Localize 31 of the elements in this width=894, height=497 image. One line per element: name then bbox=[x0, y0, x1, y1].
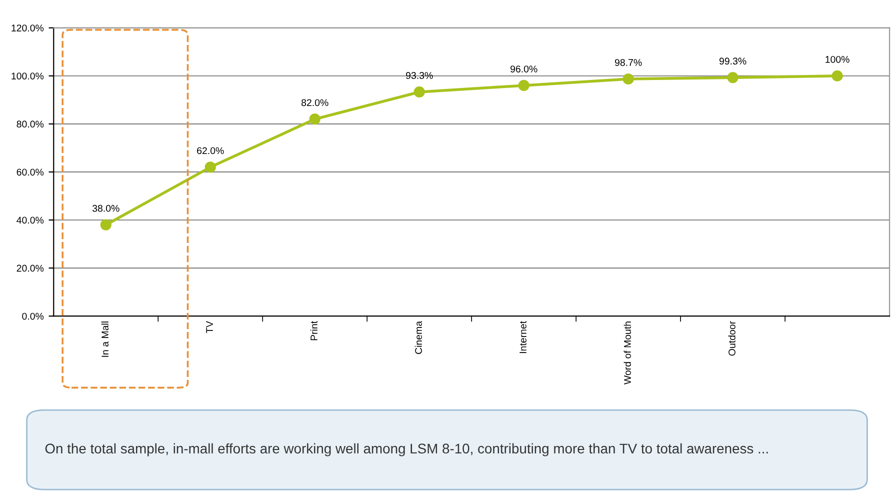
point bbox=[518, 80, 530, 92]
point bbox=[414, 86, 425, 98]
y-tick-label: 120.0% bbox=[12, 24, 44, 32]
x-tick-label: Print bbox=[310, 321, 318, 340]
data-label: 98.7% bbox=[614, 59, 642, 66]
point bbox=[622, 73, 634, 85]
text: On the total sample, in-mall efforts are working well among LSM 8-10, contributing more than TV to total awareness ... bbox=[45, 443, 768, 456]
point bbox=[309, 114, 320, 125]
y-tick-label: 100.0% bbox=[12, 72, 44, 80]
x-tick-label: TV bbox=[206, 320, 213, 334]
x-tick-label: Cinema bbox=[414, 320, 422, 354]
data-label: 38.0% bbox=[92, 204, 120, 212]
point bbox=[100, 219, 112, 230]
x-tick-label: In a Mall bbox=[101, 322, 108, 357]
point bbox=[832, 70, 843, 82]
data-label: 82.0% bbox=[301, 99, 328, 106]
data-label: 62.0% bbox=[197, 147, 224, 154]
data-label: 93.3% bbox=[406, 72, 433, 79]
y-tick-label: 0.0% bbox=[22, 312, 44, 320]
y-tick-label: 80.0% bbox=[16, 120, 44, 128]
y-tick-label: 40.0% bbox=[16, 216, 44, 224]
data-label: 100% bbox=[826, 56, 850, 63]
point bbox=[727, 72, 738, 84]
x-tick-label: Internet bbox=[520, 321, 526, 354]
y-tick-label: 60.0% bbox=[16, 168, 44, 176]
y-tick-label: 20.0% bbox=[16, 264, 44, 272]
x-tick-label: Word of Mouth bbox=[624, 322, 631, 384]
data-label: 96.0% bbox=[510, 66, 538, 72]
point bbox=[204, 162, 216, 173]
data-label: 99.3% bbox=[719, 58, 746, 65]
x-tick-label: Outdoor bbox=[728, 321, 736, 356]
